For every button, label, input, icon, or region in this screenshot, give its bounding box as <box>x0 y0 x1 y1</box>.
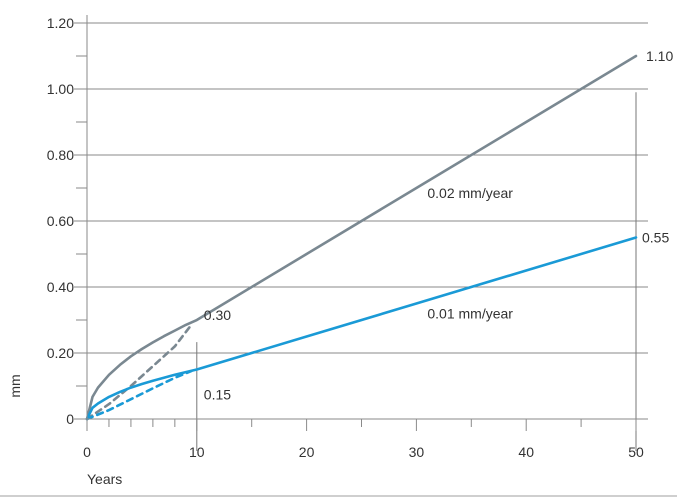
axes <box>86 15 648 420</box>
annotation-value-at-10-blue: 0.15 <box>204 386 231 402</box>
y-tick-label: 0.20 <box>47 345 74 361</box>
annotation-value-at-10-gray: 0.30 <box>204 307 231 323</box>
series-line-1-dashed <box>85 323 193 421</box>
tick-labels: 0 0.20 0.40 0.60 0.80 1.00 1.20 0 10 20 30 40 50 <box>47 15 644 460</box>
series-line-0 <box>85 54 638 421</box>
x-tick-label: 10 <box>189 444 205 460</box>
y-tick-label: 0.60 <box>47 213 74 229</box>
y-tick-label: 1.20 <box>47 15 74 31</box>
annotation-end-value-gray: 1.10 <box>646 48 673 64</box>
series-label-blue: 0.01 mm/year <box>427 305 513 321</box>
series-line-3-dashed <box>85 369 193 421</box>
tick-layer <box>74 22 637 431</box>
series-label-gray: 0.02 mm/year <box>427 185 513 201</box>
series-line-2 <box>85 236 638 421</box>
y-tick-label: 0.40 <box>47 279 74 295</box>
grid-layer <box>87 22 648 354</box>
y-tick-label: 0 <box>66 411 74 427</box>
x-axis-title: Years <box>87 471 122 487</box>
x-tick-label: 50 <box>628 444 644 460</box>
annotation-end-value-blue: 0.55 <box>642 230 669 246</box>
x-tick-label: 20 <box>299 444 315 460</box>
x-tick-label: 30 <box>409 444 425 460</box>
y-tick-label: 1.00 <box>47 81 74 97</box>
x-tick-label: 0 <box>83 444 91 460</box>
reference-lines <box>196 92 637 451</box>
y-tick-label: 0.80 <box>47 147 74 163</box>
x-tick-label: 40 <box>518 444 534 460</box>
series-layer <box>85 54 638 421</box>
y-axis-title: mm <box>7 374 23 397</box>
